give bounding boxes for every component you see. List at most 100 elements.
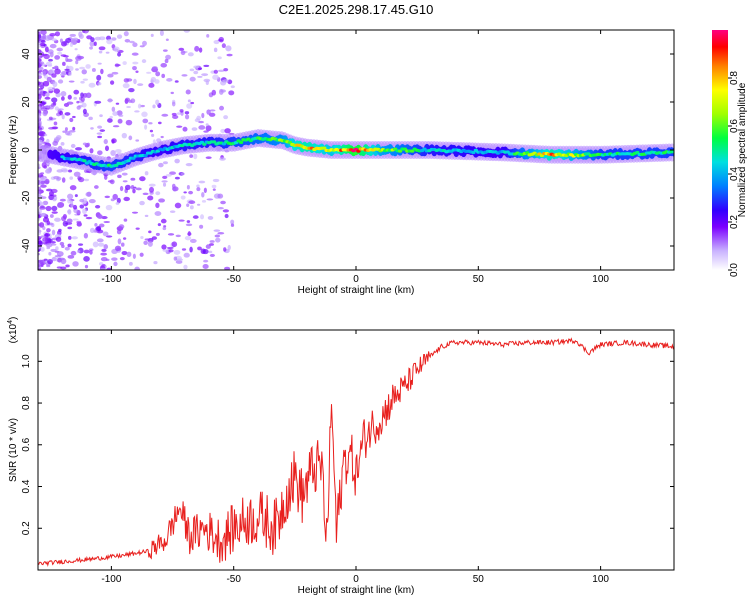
heatmap-noise-cell (85, 192, 92, 197)
heatmap-noise-cell (56, 169, 64, 173)
heatmap-noise-cell (69, 176, 74, 180)
heatmap-noise-cell (38, 211, 41, 215)
heatmap-noise-cell (76, 220, 82, 224)
heatmap-noise-cell (56, 251, 64, 257)
heatmap-noise-cell (132, 42, 138, 48)
heatmap-noise-cell (198, 180, 206, 184)
heatmap-noise-cell (110, 80, 115, 85)
heatmap-noise-cell (84, 264, 89, 269)
heatmap-noise-cell (171, 241, 178, 248)
heatmap-noise-cell (52, 198, 57, 202)
heatmap-noise-cell (174, 158, 180, 164)
heatmap-noise-cell (228, 90, 235, 96)
heatmap-noise-cell (97, 242, 105, 247)
heatmap-noise-cell (132, 188, 136, 194)
heatmap-noise-cell (213, 47, 218, 53)
heatmap-noise-cell (52, 140, 59, 146)
heatmap-noise-cell (170, 91, 174, 95)
heatmap-noise-cell (193, 153, 198, 160)
snr-y-tick-label: 1.0 (21, 354, 32, 368)
heatmap-noise-cell (67, 198, 72, 204)
heatmap-noise-cell (94, 100, 102, 104)
heatmap-noise-cell (75, 68, 79, 71)
heatmap-noise-cell (54, 106, 59, 111)
heatmap-noise-cell (62, 61, 66, 66)
heatmap-noise-cell (97, 135, 103, 139)
heatmap-noise-cell (189, 76, 196, 82)
heatmap-noise-cell (135, 70, 139, 74)
heatmap-noise-cell (122, 61, 127, 66)
heatmap-ridge-core (221, 142, 227, 146)
heatmap-noise-cell (205, 156, 212, 159)
heatmap-noise-cell (183, 252, 190, 258)
heatmap-noise-cell (217, 207, 224, 210)
heatmap-noise-cell (124, 97, 131, 102)
heatmap-noise-cell (144, 238, 151, 241)
heatmap-ridge-core (202, 142, 207, 146)
heatmap-noise-cell (132, 253, 136, 259)
snr-x-tick-label: 100 (592, 574, 609, 585)
heatmap-noise-cell (67, 243, 72, 248)
heatmap-noise-cell (116, 110, 123, 116)
heatmap-noise-cell (184, 114, 190, 120)
heatmap-noise-cell (118, 224, 125, 230)
heatmap-noise-cell (205, 244, 211, 249)
heatmap-noise-cell (67, 255, 75, 259)
heatmap-noise-cell (183, 191, 187, 194)
heatmap-noise-cell (55, 236, 62, 242)
heatmap-noise-cell (194, 118, 201, 123)
heatmap-noise-cell (189, 68, 195, 72)
snr-y-ticks: 0.2 0.4 0.6 0.8 1.0 (21, 354, 674, 535)
heatmap-noise-cell (43, 258, 48, 261)
heatmap-noise-cell (160, 135, 164, 139)
heatmap-noise-cell (53, 121, 58, 126)
heatmap-noise-cell (89, 249, 93, 255)
heatmap-noise-cell (64, 127, 68, 132)
heatmap-x-ticks: -100 -50 0 50 100 (101, 30, 609, 285)
heatmap-noise-cell (56, 47, 63, 52)
heatmap-noise-cell (64, 246, 70, 251)
heatmap-noise-cell (76, 100, 80, 104)
heatmap-noise-cell (124, 184, 131, 190)
heatmap-noise-cell (139, 45, 145, 48)
heatmap-noise-cell (38, 231, 41, 236)
heatmap-noise-cell (104, 174, 108, 180)
heatmap-noise-cell (162, 182, 167, 187)
heatmap-noise-cell (69, 42, 73, 48)
heatmap-noise-cell (40, 235, 46, 238)
heatmap-noise-cell (51, 97, 58, 103)
heatmap-noise-cell (181, 248, 187, 251)
heatmap-x-tick-label: -50 (226, 274, 241, 285)
heatmap-noise-cell (52, 194, 57, 197)
heatmap-noise-cell (45, 243, 53, 248)
heatmap-noise-cell (165, 54, 171, 60)
heatmap-noise-cell (53, 101, 57, 106)
heatmap-noise-cell (73, 89, 80, 95)
heatmap-noise-cell (112, 193, 118, 200)
heatmap-noise-cell (189, 238, 197, 243)
heatmap-noise-cell (97, 214, 103, 219)
heatmap-noise-cell (105, 51, 110, 54)
heatmap-noise-cell (219, 105, 224, 111)
heatmap-noise-cell (49, 43, 57, 49)
heatmap-noise-cell (68, 130, 76, 133)
heatmap-noise-cell (112, 111, 118, 116)
heatmap-noise-cell (82, 208, 87, 215)
heatmap-noise-cell (121, 132, 127, 139)
heatmap-noise-cell (187, 232, 192, 236)
heatmap-noise-cell (97, 82, 102, 86)
heatmap-noise-cell (60, 258, 67, 265)
heatmap-noise-cell (51, 243, 57, 246)
heatmap-noise-cell (172, 186, 179, 192)
heatmap-noise-cell (38, 177, 41, 181)
heatmap-noise-cell (217, 56, 222, 60)
heatmap-noise-cell (61, 169, 69, 173)
heatmap-noise-cell (196, 184, 200, 188)
heatmap-noise-cell (189, 246, 193, 253)
heatmap-noise-cell (193, 70, 199, 75)
heatmap-noise-cell (161, 113, 169, 117)
heatmap-noise-cell (85, 64, 91, 69)
heatmap-noise-cell (158, 198, 165, 203)
heatmap-noise-cell (198, 120, 204, 124)
